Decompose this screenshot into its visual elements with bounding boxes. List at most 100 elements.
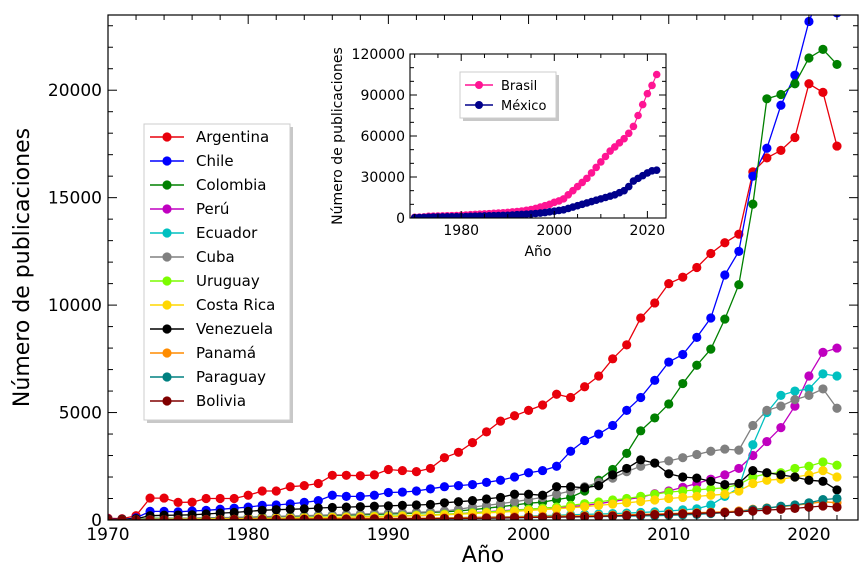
data-point [566, 492, 576, 503]
inset-data-point [624, 182, 633, 191]
legend-marker [162, 300, 172, 310]
data-point [636, 455, 646, 465]
data-point [594, 500, 604, 510]
data-point [369, 490, 379, 500]
data-point [762, 94, 772, 104]
data-point [762, 505, 772, 515]
legend-label: Perú [196, 200, 229, 218]
main-plot: 1970 1980 1990 2000 2010 2020 0 5000 10000 15000 2… [10, 14, 859, 568]
data-point [145, 493, 155, 503]
data-point [341, 502, 351, 512]
inset-data-point [587, 169, 596, 177]
inset-y-tick-label: 30000 [360, 170, 405, 186]
inset-legend-label: México [501, 99, 546, 114]
inset-data-point [624, 129, 633, 138]
legend-marker [162, 324, 172, 334]
data-point [509, 513, 520, 520]
data-point [299, 497, 309, 507]
data-point [537, 490, 548, 500]
data-point [804, 371, 814, 381]
legend-label: Panamá [196, 344, 256, 362]
data-point [397, 465, 407, 476]
data-point [159, 493, 169, 503]
data-point [580, 502, 590, 512]
data-point [580, 483, 590, 493]
data-point [313, 478, 323, 489]
data-point [748, 472, 758, 482]
main-plot-frame [107, 14, 859, 521]
data-point [692, 508, 702, 518]
x-tick-label: 2020 [787, 525, 830, 545]
data-point [832, 371, 842, 381]
data-point [804, 79, 814, 89]
data-point [509, 472, 520, 482]
data-point [369, 501, 379, 511]
data-point [678, 453, 688, 463]
data-point [664, 456, 674, 466]
inset-data-point [620, 134, 628, 143]
data-point [439, 482, 450, 492]
data-point [481, 513, 492, 520]
inset-x-tick-label: 1980 [443, 223, 479, 239]
data-point [804, 475, 814, 485]
data-point [622, 448, 632, 458]
legend-marker [162, 228, 172, 238]
data-point [776, 504, 786, 514]
data-point [369, 470, 379, 480]
inset-y-tick-label: 60000 [360, 129, 405, 145]
data-point [594, 371, 604, 381]
data-point [383, 487, 393, 498]
data-point [720, 470, 730, 480]
data-point [566, 512, 576, 520]
data-point [748, 199, 758, 209]
data-point [608, 499, 618, 509]
data-point [481, 477, 492, 487]
data-point [678, 349, 688, 360]
data-point [832, 493, 842, 504]
data-point [734, 246, 744, 256]
data-point [636, 461, 646, 471]
legend-label: Cuba [196, 248, 235, 266]
inset-data-point [634, 111, 642, 120]
data-point [720, 444, 730, 454]
inset-legend-label: Brasil [501, 79, 537, 94]
legend-marker [162, 180, 172, 190]
data-point [706, 446, 716, 456]
data-point [706, 248, 716, 259]
data-point [355, 491, 365, 501]
data-point [650, 458, 660, 468]
inset-legend-marker [475, 101, 483, 109]
data-point [453, 447, 464, 457]
data-point [650, 510, 660, 520]
legend-label: Argentina [196, 128, 269, 146]
inset-data-point [638, 100, 647, 109]
data-point [537, 505, 548, 515]
data-point [201, 493, 211, 504]
data-point [495, 416, 506, 426]
data-point [790, 472, 800, 482]
inset-y-axis-title: Número de publicaciones [330, 47, 346, 225]
data-point [622, 405, 632, 416]
data-point [650, 375, 660, 385]
data-point [215, 508, 225, 518]
data-point [832, 343, 842, 353]
data-point [832, 460, 842, 470]
data-point [622, 498, 632, 508]
data-point [285, 482, 295, 492]
data-point [818, 465, 828, 476]
data-point [509, 497, 520, 507]
data-point [818, 87, 828, 97]
data-point [467, 479, 478, 490]
legend-box [143, 123, 291, 421]
data-point [664, 279, 674, 289]
data-point [580, 435, 590, 446]
x-tick-label: 1970 [86, 525, 129, 545]
data-point [594, 429, 604, 439]
data-point [257, 514, 267, 520]
data-point [551, 389, 562, 399]
legend-marker [162, 276, 172, 286]
data-point [692, 473, 702, 483]
legend-marker [162, 396, 172, 406]
data-point [229, 507, 239, 518]
data-point [229, 493, 239, 504]
